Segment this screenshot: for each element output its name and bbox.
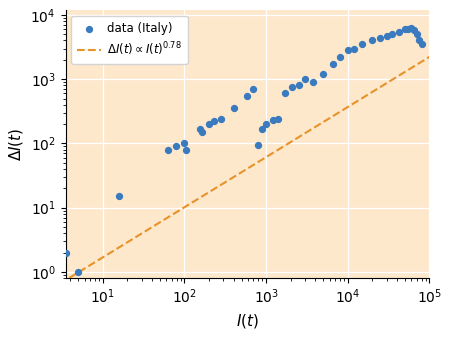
data (Italy) xyxy=(181,141,188,146)
$\Delta I(t) \propto I(t)^{0.78}$ xyxy=(277,147,283,151)
data (Italy) xyxy=(408,25,415,31)
data (Italy) xyxy=(211,118,218,123)
$\Delta I(t) \propto I(t)^{0.78}$ xyxy=(276,147,282,151)
data (Italy) xyxy=(259,126,266,131)
data (Italy) xyxy=(320,71,327,77)
data (Italy) xyxy=(269,118,276,123)
data (Italy) xyxy=(401,27,409,32)
data (Italy) xyxy=(255,142,262,148)
data (Italy) xyxy=(250,86,257,92)
$\Delta I(t) \propto I(t)^{0.78}$ xyxy=(392,76,397,80)
data (Italy) xyxy=(263,121,270,127)
data (Italy) xyxy=(369,38,376,43)
data (Italy) xyxy=(377,36,384,41)
data (Italy) xyxy=(405,26,412,31)
$\Delta I(t) \propto I(t)^{0.78}$ xyxy=(59,281,64,285)
data (Italy) xyxy=(418,41,425,47)
data (Italy) xyxy=(295,83,302,88)
data (Italy) xyxy=(206,121,213,127)
data (Italy) xyxy=(329,62,336,67)
data (Italy) xyxy=(274,116,282,122)
data (Italy) xyxy=(198,129,206,135)
X-axis label: $I(t)$: $I(t)$ xyxy=(236,312,259,330)
data (Italy) xyxy=(359,41,366,47)
$\Delta I(t) \propto I(t)^{0.78}$ xyxy=(427,55,432,59)
data (Italy) xyxy=(196,127,203,132)
data (Italy) xyxy=(62,250,69,255)
data (Italy) xyxy=(410,27,418,33)
Line: $\Delta I(t) \propto I(t)^{0.78}$: $\Delta I(t) \propto I(t)^{0.78}$ xyxy=(60,57,429,283)
data (Italy) xyxy=(243,93,250,98)
data (Italy) xyxy=(164,147,171,152)
data (Italy) xyxy=(217,116,224,122)
$\Delta I(t) \propto I(t)^{0.78}$ xyxy=(369,90,374,94)
data (Italy) xyxy=(282,91,289,96)
data (Italy) xyxy=(116,194,123,199)
$\Delta I(t) \propto I(t)^{0.78}$ xyxy=(283,143,289,147)
data (Italy) xyxy=(301,76,308,82)
data (Italy) xyxy=(413,32,420,37)
data (Italy) xyxy=(383,33,390,39)
data (Italy) xyxy=(351,46,358,51)
data (Italy) xyxy=(416,38,423,43)
data (Italy) xyxy=(289,85,296,90)
data (Italy) xyxy=(395,29,402,34)
data (Italy) xyxy=(389,32,396,37)
data (Italy) xyxy=(310,80,317,85)
data (Italy) xyxy=(172,144,180,149)
data (Italy) xyxy=(336,55,343,60)
data (Italy) xyxy=(230,106,237,111)
Y-axis label: $\Delta I(t)$: $\Delta I(t)$ xyxy=(7,127,25,161)
data (Italy) xyxy=(344,48,352,53)
$\Delta I(t) \propto I(t)^{0.78}$ xyxy=(57,281,63,285)
data (Italy) xyxy=(75,269,82,275)
data (Italy) xyxy=(183,147,190,152)
Legend: data (Italy), $\Delta I(t) \propto I(t)^{0.78}$: data (Italy), $\Delta I(t) \propto I(t)^… xyxy=(71,16,188,64)
